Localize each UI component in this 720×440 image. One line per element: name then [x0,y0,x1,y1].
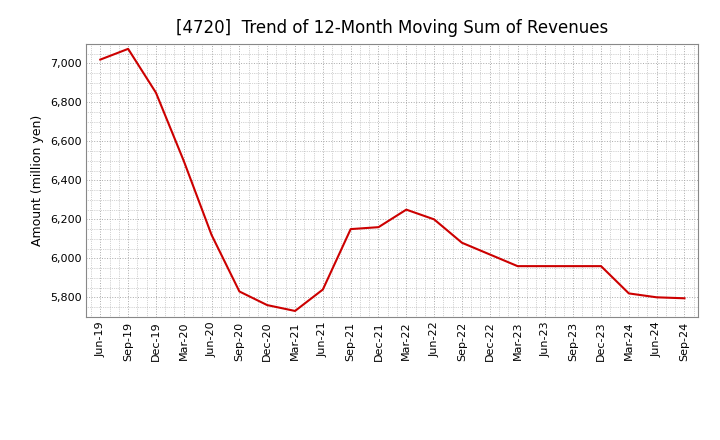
Title: [4720]  Trend of 12-Month Moving Sum of Revenues: [4720] Trend of 12-Month Moving Sum of R… [176,19,608,37]
Y-axis label: Amount (million yen): Amount (million yen) [32,115,45,246]
